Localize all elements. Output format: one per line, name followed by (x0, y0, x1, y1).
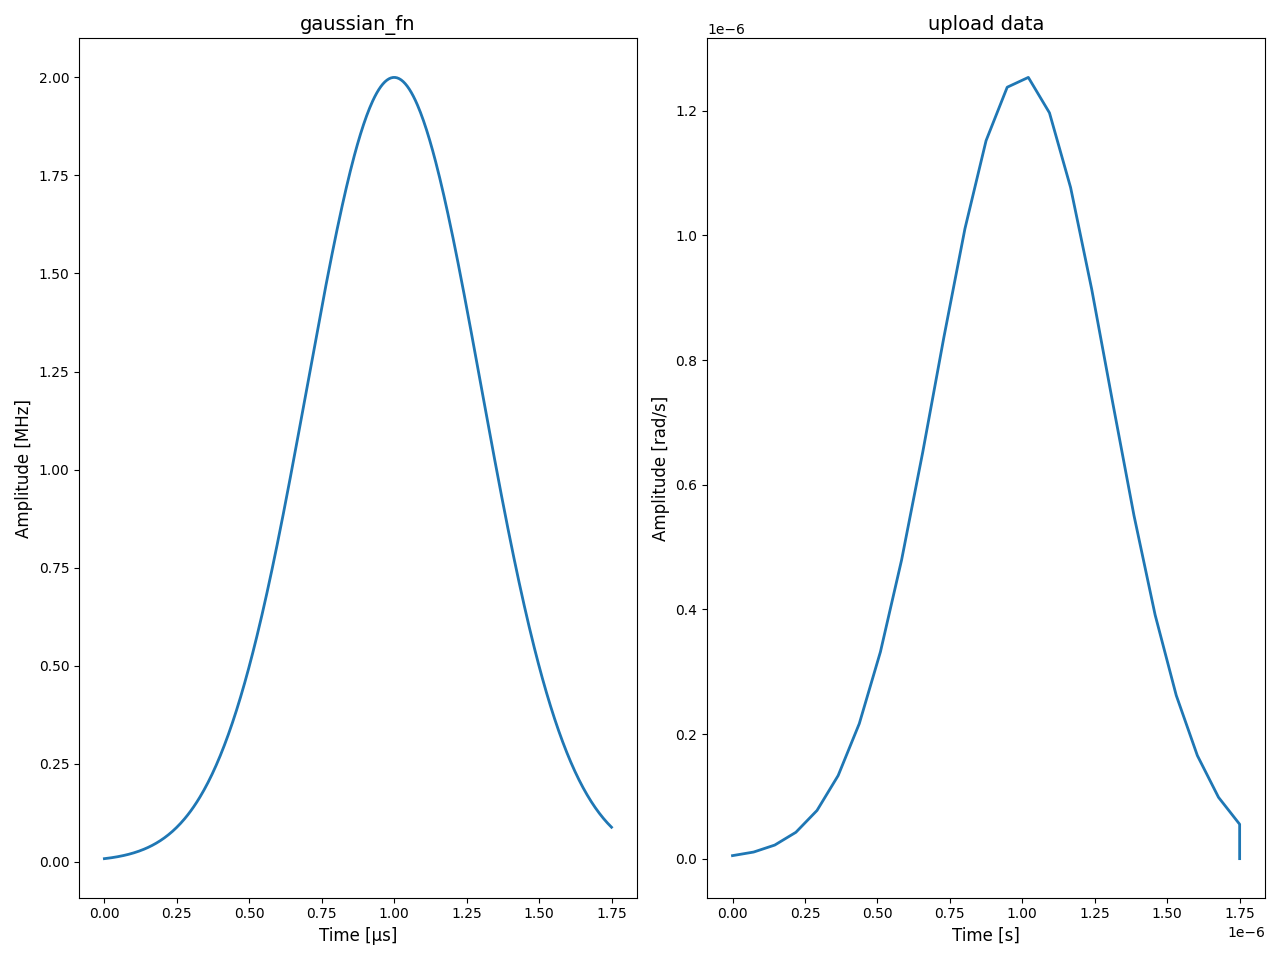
Y-axis label: Amplitude [rad/s]: Amplitude [rad/s] (652, 396, 669, 540)
Y-axis label: Amplitude [MHz]: Amplitude [MHz] (15, 398, 33, 538)
X-axis label: Time [μs]: Time [μs] (319, 927, 397, 945)
X-axis label: Time [s]: Time [s] (952, 927, 1020, 945)
Title: upload data: upload data (928, 15, 1044, 34)
Title: gaussian_fn: gaussian_fn (301, 15, 416, 35)
